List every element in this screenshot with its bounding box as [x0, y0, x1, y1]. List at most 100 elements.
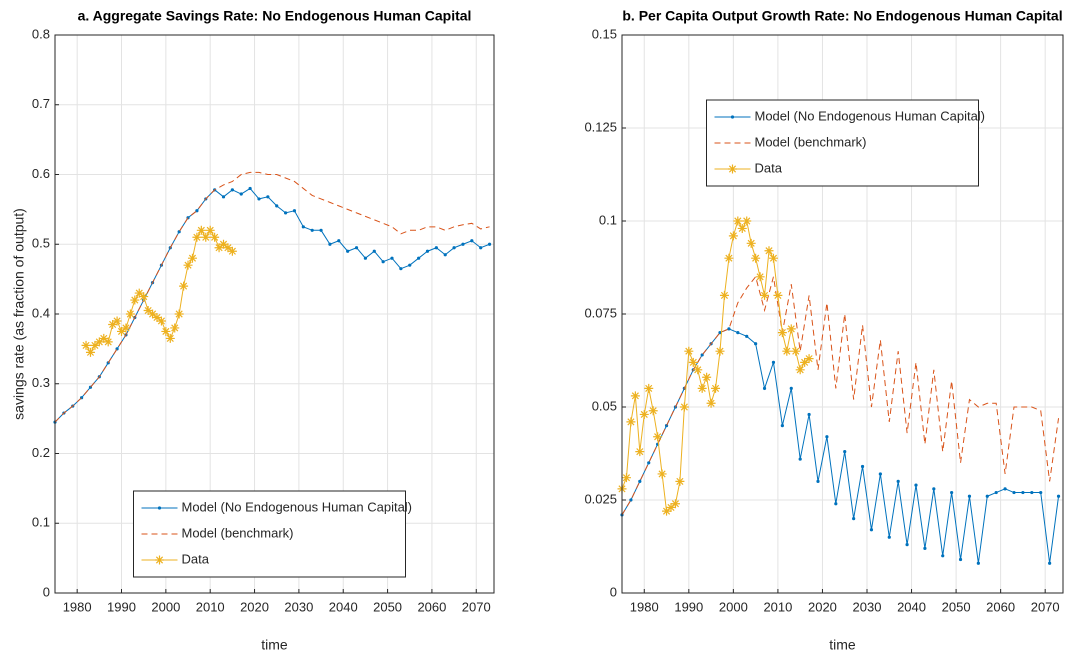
point — [94, 337, 104, 347]
point — [230, 188, 234, 192]
point — [923, 546, 927, 550]
point — [257, 197, 261, 201]
point — [130, 295, 140, 305]
point — [626, 417, 636, 427]
point — [693, 365, 703, 375]
chart-title: a. Aggregate Savings Rate: No Endogenous… — [78, 8, 472, 24]
point — [239, 192, 243, 196]
point — [354, 246, 359, 250]
series-line — [54, 171, 490, 423]
point — [657, 469, 667, 479]
x-tick-label: 2020 — [240, 599, 269, 614]
legend-label: Data — [755, 160, 783, 175]
point — [205, 225, 215, 235]
point — [733, 216, 743, 226]
x-tick-label: 1990 — [674, 599, 703, 614]
point — [985, 494, 989, 498]
point — [751, 253, 761, 263]
x-axis-label: time — [261, 637, 288, 653]
point — [941, 554, 945, 558]
point — [487, 242, 492, 246]
axes-box — [54, 34, 495, 594]
point — [670, 499, 680, 509]
point — [417, 256, 421, 260]
point — [152, 312, 162, 322]
point — [647, 461, 651, 465]
point — [789, 386, 793, 390]
point — [786, 324, 796, 334]
point — [103, 337, 113, 347]
point — [248, 186, 252, 191]
chart-title: b. Per Capita Output Growth Rate: No End… — [622, 8, 1062, 24]
point — [666, 502, 676, 512]
point — [337, 239, 341, 243]
point — [319, 228, 323, 232]
x-tick-label: 2060 — [417, 599, 446, 614]
y-tick-label: 0.1 — [32, 515, 50, 530]
point — [762, 386, 767, 390]
point — [798, 457, 802, 461]
y-tick-label: 0 — [43, 584, 50, 599]
point — [860, 464, 865, 469]
point — [825, 435, 829, 439]
point — [684, 346, 694, 356]
point — [425, 249, 430, 253]
x-tick-label: 2050 — [373, 599, 402, 614]
x-tick-label: 1980 — [630, 599, 659, 614]
point — [675, 476, 685, 486]
point — [771, 360, 776, 364]
x-tick-label: 2050 — [942, 599, 971, 614]
point — [134, 288, 144, 298]
point — [117, 326, 127, 336]
point — [653, 432, 663, 442]
legend-label: Data — [182, 551, 210, 566]
point — [452, 246, 456, 250]
point — [976, 561, 980, 565]
point — [621, 473, 631, 483]
point — [363, 256, 368, 260]
point — [736, 331, 740, 335]
point — [878, 472, 882, 476]
point — [807, 412, 811, 417]
legend-label: Model (No Endogenous Human Capital) — [755, 108, 986, 123]
legend-label: Model (No Endogenous Human Capital) — [182, 499, 413, 514]
y-tick-label: 0.075 — [584, 305, 617, 320]
point — [408, 263, 412, 267]
y-tick-label: 0.15 — [592, 26, 617, 41]
point — [715, 346, 725, 356]
x-tick-label: 1980 — [63, 599, 92, 614]
legend-marker — [730, 115, 735, 119]
point — [275, 204, 279, 208]
point — [711, 383, 721, 393]
y-tick-label: 0.8 — [32, 26, 50, 41]
point — [170, 323, 180, 333]
point — [648, 406, 658, 416]
point — [639, 409, 649, 419]
point — [843, 450, 847, 454]
legend-marker — [155, 555, 164, 565]
point — [479, 246, 483, 250]
point — [1056, 494, 1061, 498]
y-tick-label: 0.125 — [584, 119, 617, 134]
legend-label: Model (benchmark) — [755, 134, 867, 149]
point — [1039, 490, 1043, 495]
y-tick-label: 0 — [610, 584, 617, 599]
point — [165, 333, 175, 343]
point — [967, 494, 972, 498]
point — [719, 290, 729, 300]
point — [143, 306, 153, 316]
point — [869, 528, 874, 532]
point — [283, 211, 288, 215]
legend-marker — [157, 506, 162, 510]
point — [635, 447, 645, 457]
point — [201, 232, 211, 242]
x-tick-label: 1990 — [107, 599, 136, 614]
y-tick-label: 0.6 — [32, 166, 50, 181]
legend: Model (No Endogenous Human Capital) Model… — [706, 99, 986, 187]
point — [727, 327, 731, 331]
point — [679, 402, 689, 412]
point — [310, 228, 314, 232]
y-tick-label: 0.025 — [584, 491, 617, 506]
point — [390, 256, 394, 260]
point — [372, 249, 376, 253]
